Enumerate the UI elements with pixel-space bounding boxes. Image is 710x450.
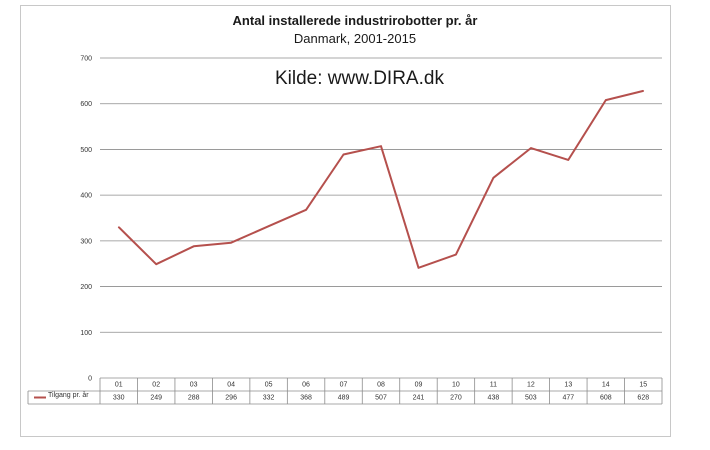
x-tick-label: 15	[639, 382, 647, 389]
data-table-value: 270	[450, 395, 462, 402]
data-table-value: 296	[225, 395, 237, 402]
chart-frame	[20, 5, 671, 437]
series-line	[117, 89, 644, 269]
data-table-value: 477	[562, 395, 574, 402]
legend-label: Tilgang pr. år	[48, 392, 89, 399]
data-table: 01 02 03 04 05 06 07 08 09 10 11 12 13 14 15 330 249 288 2…	[27, 377, 663, 405]
y-tick-label: 700	[80, 56, 92, 63]
chart-subtitle: Danmark, 2001-2015	[293, 31, 417, 46]
data-point	[267, 225, 270, 228]
x-tick-label: 02	[152, 382, 160, 389]
data-table-value: 330	[113, 395, 125, 402]
y-tick-label: 300	[80, 238, 92, 245]
x-tick-label: 04	[227, 382, 235, 389]
series-layer	[117, 89, 645, 269]
x-tick-label: 07	[340, 382, 348, 389]
data-point	[492, 176, 495, 179]
x-tick-label: 12	[527, 382, 535, 389]
x-tick-label: 14	[602, 382, 610, 389]
x-tick-label: 05	[265, 382, 273, 389]
y-tick-label: 400	[80, 193, 92, 200]
gridlines	[100, 57, 662, 333]
data-table-value: 628	[637, 395, 649, 402]
x-tick-label: 10	[452, 382, 460, 389]
data-point	[192, 245, 195, 248]
data-table-value: 489	[338, 395, 350, 402]
data-table-value: 438	[488, 395, 500, 402]
x-tick-label: 03	[190, 382, 198, 389]
data-point	[642, 90, 645, 92]
data-table-value: 288	[188, 395, 200, 402]
y-tick-label: 200	[80, 284, 92, 291]
x-tick-label: 13	[564, 382, 572, 389]
data-table-value: 507	[375, 395, 387, 402]
data-point	[605, 99, 607, 101]
data-table-value: 241	[413, 395, 425, 402]
data-table-value: 249	[150, 395, 162, 402]
y-tick-label: 0	[88, 376, 92, 383]
y-tick-label: 500	[80, 147, 92, 154]
data-point	[305, 208, 307, 211]
data-point	[230, 241, 232, 244]
x-tick-label: 01	[115, 382, 123, 389]
data-point	[342, 153, 345, 156]
data-table-value: 608	[600, 395, 612, 402]
source-annotation: Kilde: www.DIRA.dk	[275, 68, 444, 89]
data-table-value: 332	[263, 395, 275, 402]
data-point	[567, 159, 570, 161]
data-point	[155, 263, 157, 265]
x-tick-label: 09	[415, 382, 423, 389]
data-point	[117, 226, 120, 228]
y-axis-ticks: 0 100 200 300 400 500 600 700	[80, 56, 92, 383]
x-tick-label: 11	[490, 382, 497, 389]
data-point	[530, 147, 532, 149]
data-table-value: 368	[300, 395, 312, 402]
data-point	[417, 267, 420, 269]
data-point	[455, 253, 457, 256]
y-tick-label: 600	[80, 101, 92, 108]
chart-title: Antal installerede industrirobotter pr. …	[232, 13, 478, 28]
y-tick-label: 100	[80, 330, 92, 337]
x-tick-label: 06	[302, 382, 310, 389]
data-table-value: 503	[525, 395, 537, 402]
x-tick-label: 08	[377, 382, 385, 389]
data-point	[380, 145, 382, 148]
